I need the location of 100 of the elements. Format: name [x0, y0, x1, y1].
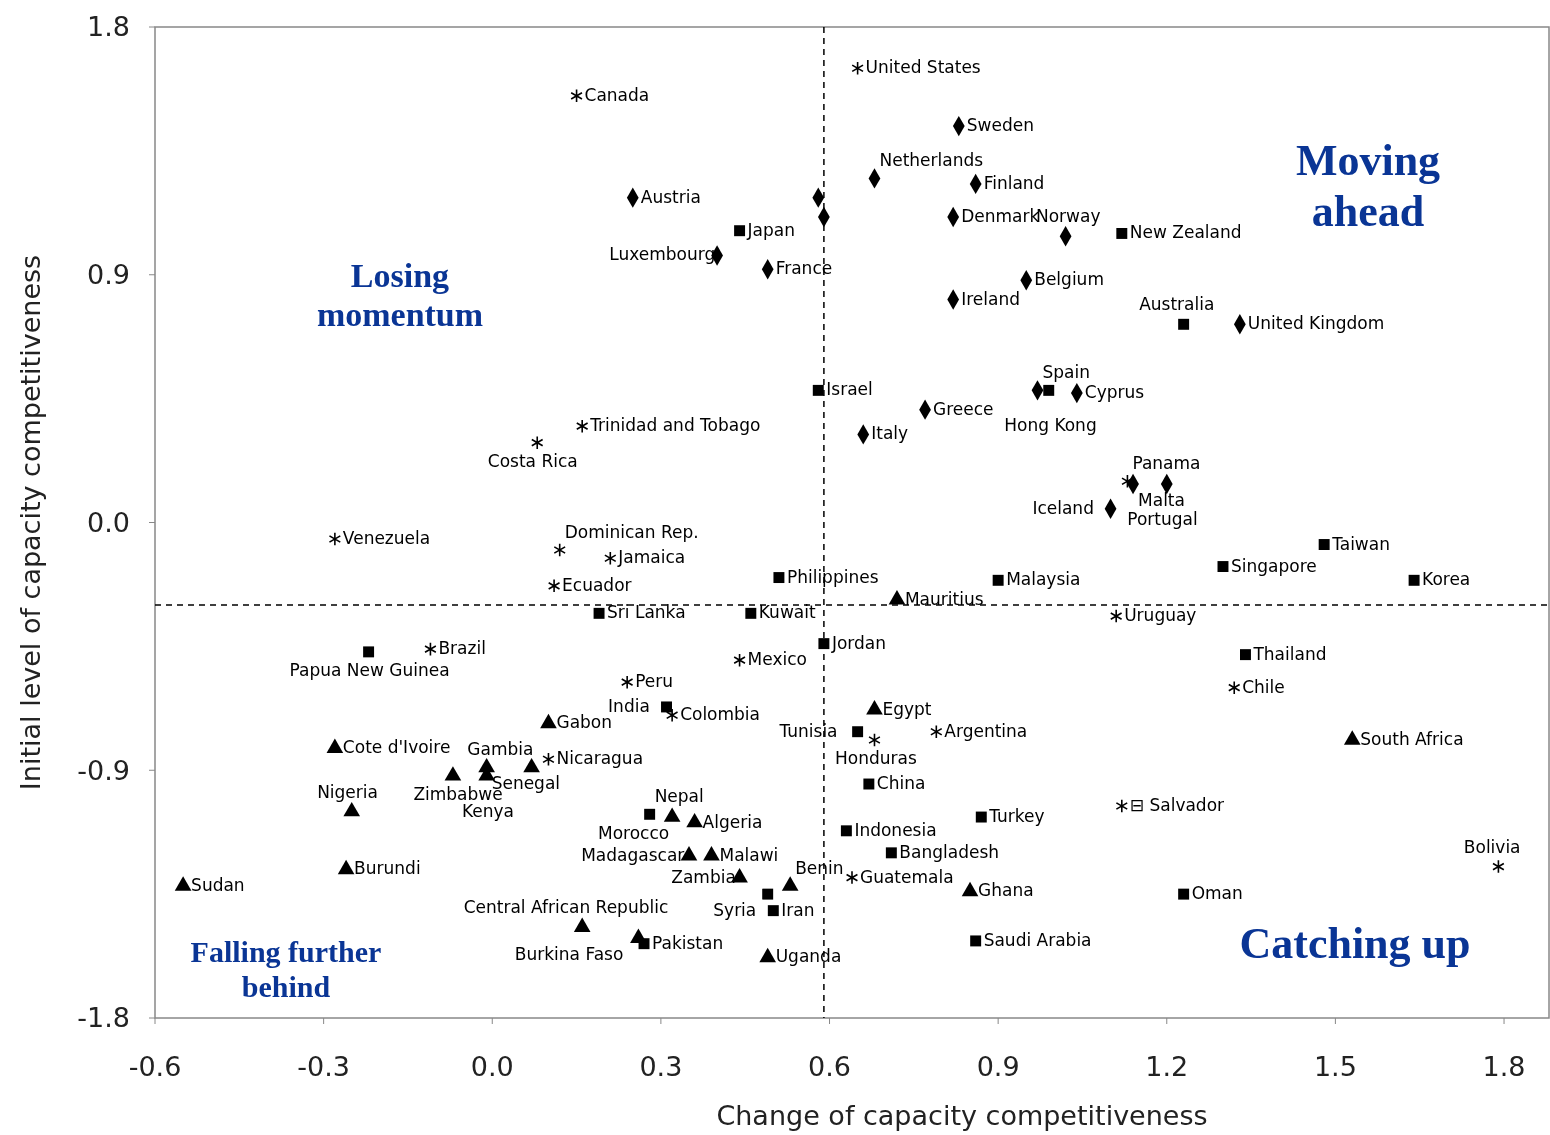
- annotation: Mexico: [747, 649, 807, 670]
- annotation: Australia: [1139, 294, 1215, 315]
- annotation: Oman: [1191, 883, 1243, 904]
- annotation: Venezuela: [342, 528, 431, 549]
- point: [818, 638, 830, 650]
- annotation: Singapore: [1230, 555, 1317, 576]
- point: [767, 905, 779, 917]
- annotation: Sri Lanka: [607, 602, 686, 623]
- point: [575, 419, 589, 434]
- annotation: France: [775, 258, 833, 279]
- annotation: United States: [865, 57, 981, 78]
- point: [363, 646, 375, 658]
- annotation: Nigeria: [317, 781, 378, 802]
- annotation: Cote d'Ivoire: [342, 737, 451, 758]
- annotation: Papua New Guinea: [289, 659, 450, 680]
- annotation: Peru: [635, 671, 674, 692]
- point: [424, 642, 437, 657]
- annotation: Benin: [795, 857, 844, 878]
- y-tick-label: -0.9: [77, 754, 130, 786]
- annotation: Netherlands: [879, 150, 984, 171]
- point: [570, 88, 583, 103]
- annotation: New Zealand: [1129, 222, 1242, 243]
- annotation: Ghana: [978, 880, 1034, 901]
- x-tick-label: -0.3: [297, 1051, 350, 1082]
- annotation: Bangladesh: [899, 841, 1000, 862]
- point: [734, 225, 746, 237]
- annotation: Brazil: [438, 638, 486, 659]
- annotation: Zambia: [671, 866, 736, 887]
- point: [992, 574, 1004, 586]
- annotation: Canada: [584, 84, 650, 105]
- annotation: Mauritius: [904, 588, 984, 609]
- annotation: Philippines: [786, 566, 879, 587]
- point: [553, 542, 566, 558]
- x-tick-label: 0.9: [976, 1051, 1020, 1082]
- x-tick-label: 0.0: [470, 1051, 514, 1082]
- annotation: Jamaica: [617, 547, 686, 568]
- point: [863, 778, 875, 790]
- x-tick-label: 1.2: [1145, 1051, 1189, 1082]
- y-tick-label: 0.0: [87, 506, 130, 538]
- point: [547, 578, 561, 593]
- annotation: Belgium: [1034, 269, 1104, 290]
- point: [773, 572, 785, 584]
- point: [604, 551, 617, 566]
- annotation: Japan: [746, 219, 795, 240]
- point: [644, 808, 656, 820]
- x-tick-label: -0.6: [128, 1051, 182, 1082]
- annotation: China: [876, 773, 926, 794]
- annotation: Morocco: [597, 823, 670, 844]
- annotation: Burkina Faso: [514, 944, 624, 965]
- x-tick-label: 1.5: [1313, 1051, 1357, 1082]
- annotation: Korea: [1422, 569, 1471, 590]
- annotation: Ireland: [961, 288, 1020, 309]
- annotation: Austria: [640, 186, 701, 207]
- annotation: Sudan: [191, 874, 245, 895]
- point: [1217, 561, 1229, 573]
- point: [762, 888, 774, 900]
- x-tick-label: 0.3: [639, 1051, 683, 1082]
- annotation: Uruguay: [1124, 605, 1197, 626]
- x-tick-label: 0.6: [808, 1051, 851, 1082]
- annotation: Malaysia: [1006, 569, 1081, 590]
- annotation: Thailand: [1252, 643, 1327, 664]
- annotation: Moving ahead: [1295, 136, 1441, 236]
- annotation: Sweden: [966, 115, 1034, 136]
- annotation: Greece: [933, 398, 994, 419]
- annotation: Kenya: [461, 800, 514, 821]
- annotation: Honduras: [834, 747, 917, 768]
- point: [1109, 609, 1123, 624]
- point: [975, 811, 987, 823]
- annotation: Nepal: [654, 786, 704, 807]
- point: [745, 607, 757, 619]
- point: [1043, 384, 1055, 396]
- point: [851, 61, 864, 76]
- annotation: Luxembourg: [609, 244, 716, 265]
- point: [593, 607, 605, 619]
- annotation: Portugal: [1127, 508, 1198, 529]
- annotation: Israel: [826, 379, 873, 400]
- point: [885, 847, 897, 859]
- annotation: Central African Republic: [463, 897, 669, 918]
- point: [845, 870, 859, 885]
- point: [661, 701, 672, 713]
- annotation: Indonesia: [854, 819, 937, 840]
- x-axis-title: Change of capacity competitiveness: [716, 1100, 1208, 1131]
- point: [1178, 888, 1190, 900]
- annotation: Tunisia: [778, 720, 838, 741]
- annotation: Syria: [713, 900, 757, 921]
- point: [1178, 318, 1190, 330]
- annotation: Egypt: [882, 698, 932, 719]
- point: [1408, 574, 1420, 586]
- y-axis-title: Initial level of capacity competitiveness: [15, 254, 46, 791]
- annotation: Trinidad and Tobago: [589, 415, 761, 436]
- annotation: Pakistan: [652, 932, 724, 953]
- annotation: Falling further behind: [190, 935, 382, 1003]
- annotation: Uganda: [775, 946, 842, 967]
- annotation: Kuwait: [758, 602, 816, 623]
- annotation: Ecuador: [562, 574, 632, 595]
- point: [1318, 539, 1330, 550]
- annotation: Malawi: [719, 844, 779, 865]
- annotation: Jordan: [830, 632, 886, 653]
- x-tick-label: 1.8: [1482, 1051, 1526, 1082]
- annotation: Taiwan: [1331, 533, 1390, 554]
